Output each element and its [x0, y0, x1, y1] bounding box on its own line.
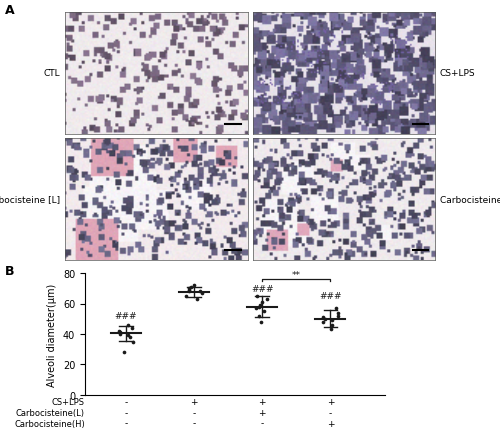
Point [198, 290, 206, 297]
Text: A: A [5, 4, 15, 17]
Y-axis label: Alveoli diameter(μm): Alveoli diameter(μm) [48, 283, 58, 386]
Text: Carbocisteine(L): Carbocisteine(L) [16, 408, 85, 417]
Point [258, 299, 266, 306]
Text: B: B [5, 265, 15, 278]
Point [334, 312, 342, 319]
Text: Carbocisteine [L]: Carbocisteine [L] [0, 195, 60, 204]
Text: +: + [326, 419, 334, 427]
Point [256, 302, 264, 309]
Point [190, 282, 198, 289]
Point [332, 305, 340, 312]
Point [185, 285, 193, 292]
Point [124, 332, 132, 339]
Text: -: - [192, 408, 196, 417]
Text: -: - [124, 408, 128, 417]
Text: ###: ### [114, 312, 137, 320]
Text: -: - [192, 419, 196, 427]
Point [328, 317, 336, 324]
Text: ###: ### [251, 284, 274, 293]
Point [187, 284, 195, 291]
Text: -: - [329, 408, 332, 417]
Point [260, 308, 268, 315]
Text: Carbocisteine(H): Carbocisteine(H) [14, 419, 85, 427]
Point [252, 305, 260, 312]
Point [328, 322, 336, 329]
Point [255, 312, 263, 319]
Text: +: + [190, 397, 198, 406]
Point [255, 303, 263, 310]
Point [326, 326, 334, 333]
Text: Carbocisteine [H]: Carbocisteine [H] [440, 195, 500, 204]
Point [116, 331, 124, 338]
Point [186, 288, 194, 295]
Text: -: - [124, 419, 128, 427]
Point [114, 328, 122, 335]
Point [120, 349, 128, 356]
Text: -: - [124, 397, 128, 406]
Point [263, 296, 271, 303]
Point [321, 316, 329, 322]
Text: CTL: CTL [44, 69, 60, 78]
Text: ###: ### [319, 292, 342, 301]
Text: +: + [258, 408, 266, 417]
Text: +: + [326, 397, 334, 406]
Text: -: - [260, 419, 264, 427]
Point [319, 319, 327, 326]
Point [182, 293, 190, 299]
Text: +: + [258, 397, 266, 406]
Point [116, 329, 124, 336]
Point [194, 296, 202, 303]
Point [128, 325, 136, 332]
Point [334, 309, 342, 316]
Point [185, 286, 193, 293]
Text: CS+LPS: CS+LPS [440, 69, 476, 78]
Point [254, 293, 262, 299]
Text: **: ** [292, 270, 301, 279]
Point [126, 334, 134, 341]
Point [130, 339, 138, 345]
Point [196, 288, 203, 295]
Text: CS+LPS: CS+LPS [52, 397, 85, 406]
Point [257, 319, 265, 326]
Point [320, 314, 328, 321]
Point [124, 322, 132, 329]
